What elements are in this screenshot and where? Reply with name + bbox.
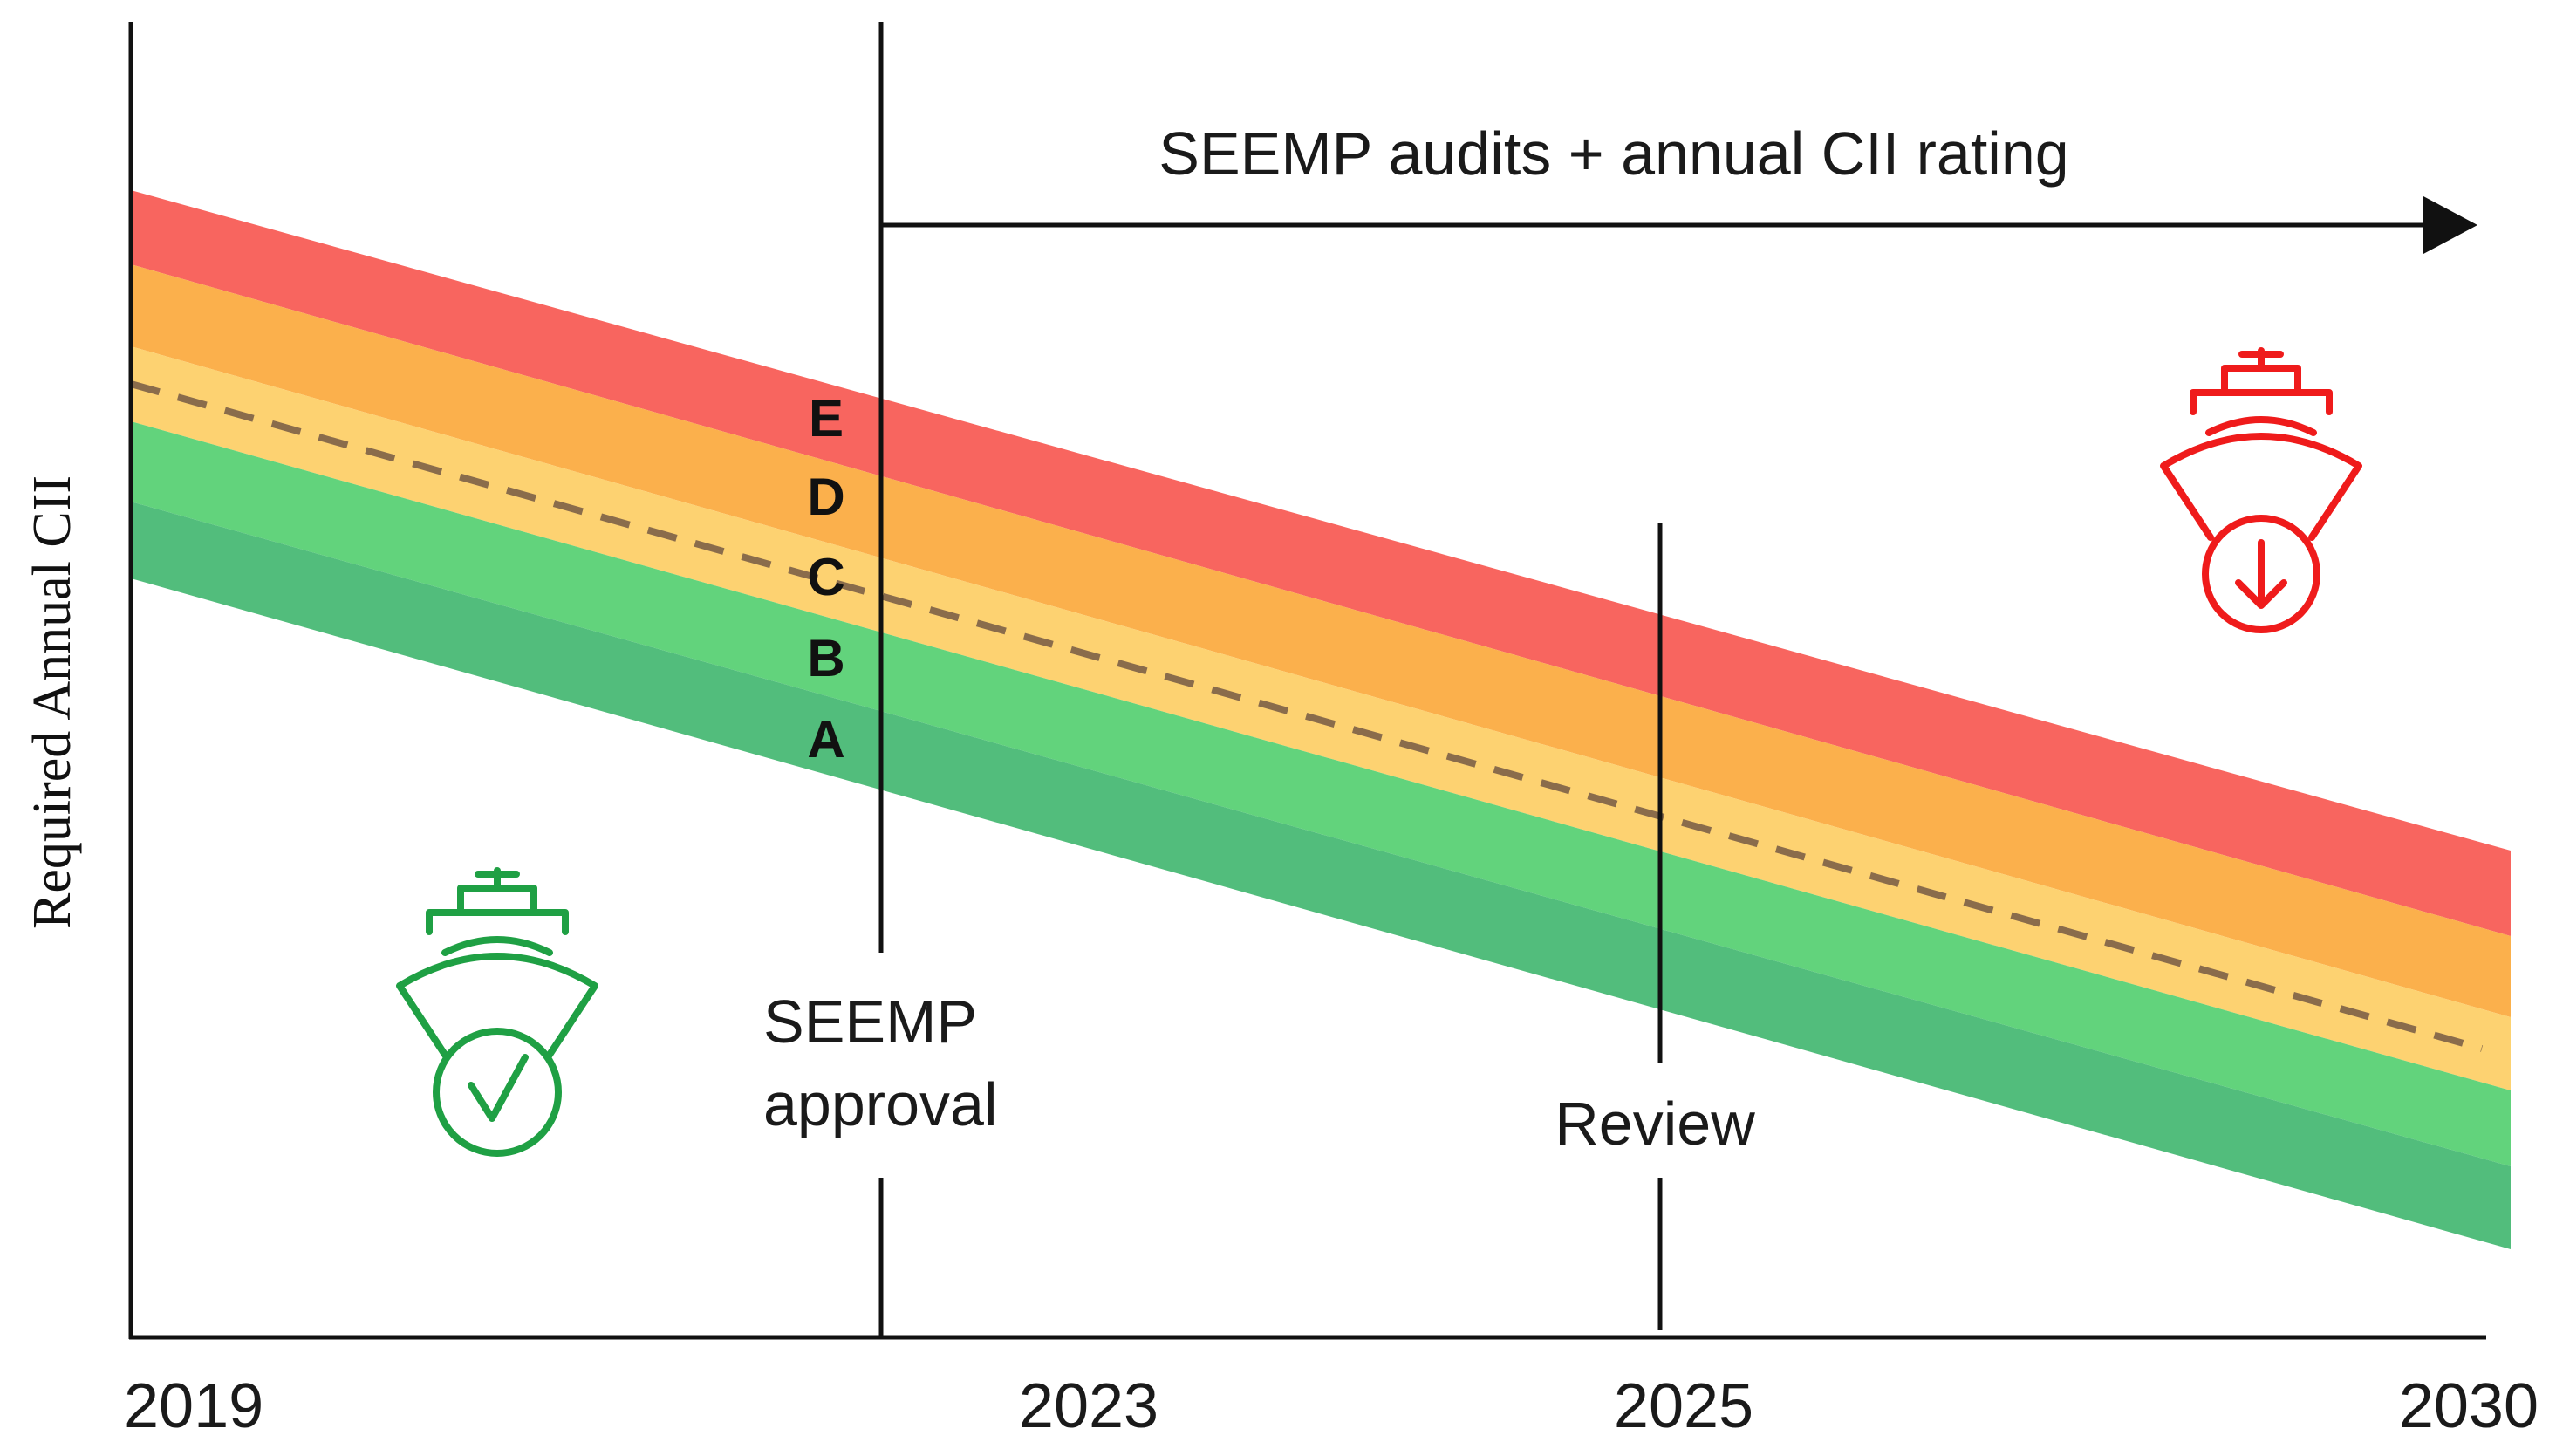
x-tick-2025: 2025 <box>1614 1371 1753 1441</box>
band-b <box>131 421 2511 1166</box>
seemp-label-line1: SEEMP <box>763 988 977 1056</box>
band-letters: E D C B A <box>807 389 844 769</box>
axes <box>128 22 2486 1340</box>
x-tick-2019: 2019 <box>124 1371 263 1441</box>
x-tick-2030: 2030 <box>2399 1371 2539 1441</box>
audit-timeline-arrow <box>881 196 2477 254</box>
x-ticks: 2019 2023 2025 2030 <box>124 1371 2539 1441</box>
band-letter-e: E <box>809 389 844 448</box>
seemp-label-line2: approval <box>763 1070 998 1138</box>
band-letter-c: C <box>807 548 844 606</box>
band-letter-d: D <box>807 468 844 526</box>
ship-down-icon <box>2160 347 2362 633</box>
required-cii-dashed-line <box>129 380 2484 1052</box>
band-d <box>131 264 2511 1017</box>
y-axis-label: Required Annual CII <box>23 475 82 929</box>
ship-check-icon <box>396 867 598 1157</box>
arrow-head <box>2423 196 2477 254</box>
review-label: Review <box>1555 1090 1755 1158</box>
band-letter-a: A <box>807 710 844 769</box>
band-e <box>131 190 2511 936</box>
audit-arrow-label: SEEMP audits + annual CII rating <box>1158 120 2068 188</box>
band-letter-b: B <box>807 629 844 687</box>
x-tick-2023: 2023 <box>1019 1371 1158 1441</box>
band-a <box>131 502 2511 1249</box>
